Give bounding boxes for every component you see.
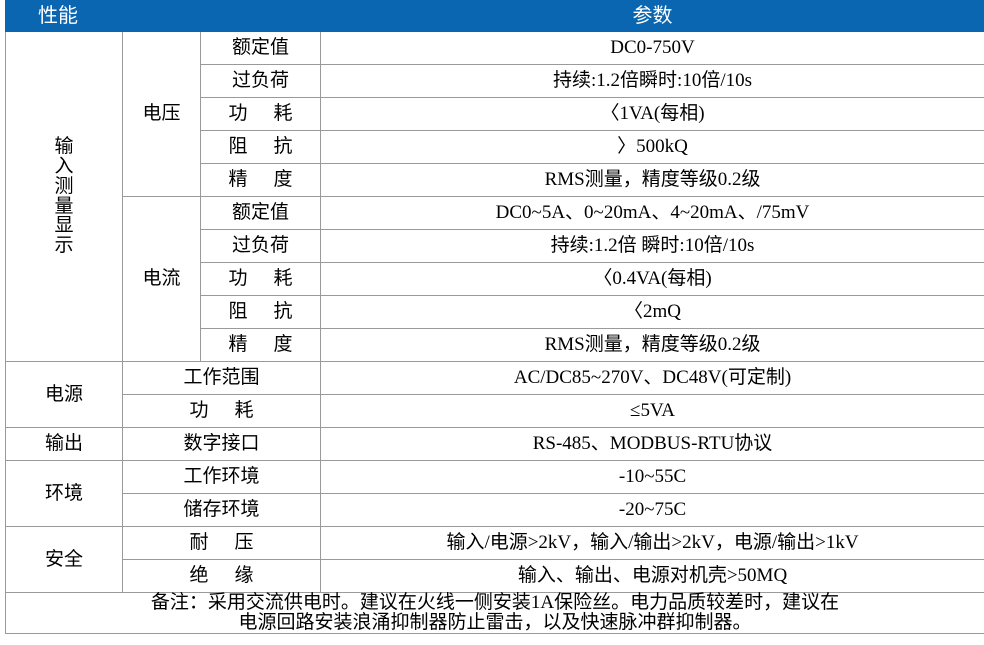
table-row: 储存环境 -20~75C bbox=[6, 493, 984, 527]
param-value-current-accuracy: RMS测量，精度等级0.2级 bbox=[320, 328, 984, 362]
param-value-storage-environment: -20~75C bbox=[320, 493, 984, 527]
param-value-power-consumption: ≤5VA bbox=[320, 394, 984, 428]
param-name-voltage-accuracy: 精度 bbox=[199, 163, 322, 197]
param-name-voltage-consumption: 功耗 bbox=[199, 97, 322, 131]
param-name-current-impedance: 阻抗 bbox=[199, 295, 322, 329]
table-row: 安全 耐压 输入/电源>2kV，输入/输出>2kV，电源/输出>1kV bbox=[5, 526, 984, 593]
param-name-voltage-overload: 过负荷 bbox=[199, 64, 322, 98]
group-char: 显 bbox=[54, 215, 74, 237]
table-row: 功耗 ≤5VA bbox=[6, 394, 984, 428]
table-row: 环境 工作环境 -10~55C bbox=[5, 460, 984, 527]
param-value-voltage-rated: DC0-750V bbox=[320, 31, 984, 65]
table-row: 过负荷 持续:1.2倍瞬时:10倍/10s bbox=[6, 64, 984, 98]
table-row: 电源 工作范围 AC/DC85~270V、DC48V(可定制) bbox=[5, 361, 984, 428]
table-row: 过负荷 持续:1.2倍 瞬时:10倍/10s bbox=[6, 229, 984, 263]
param-name-current-rated: 额定值 bbox=[199, 196, 322, 230]
header-performance: 性能 bbox=[4, 0, 322, 32]
group-char: 量 bbox=[54, 195, 74, 217]
param-value-current-consumption: 〈0.4VA(每相) bbox=[320, 262, 984, 296]
table-row: 阻抗 〉500kQ bbox=[6, 130, 984, 164]
group-label-input-measure-display: 输 入 测 量 显 示 bbox=[5, 31, 123, 362]
param-value-insulation: 输入、输出、电源对机壳>50MQ bbox=[320, 559, 984, 593]
table-row: 绝缘 输入、输出、电源对机壳>50MQ bbox=[6, 559, 984, 593]
group-label-safety: 安全 bbox=[5, 526, 123, 593]
header-parameter: 参数 bbox=[320, 0, 984, 32]
table-row: 精度 RMS测量，精度等级0.2级 bbox=[6, 163, 984, 197]
subgroup-label-current: 电流 bbox=[122, 196, 201, 362]
footnote: 备注：采用交流供电时。建议在火线一侧安装1A保险丝。电力品质较差时，建议在 电源… bbox=[4, 592, 984, 634]
table-row-note: 备注：采用交流供电时。建议在火线一侧安装1A保险丝。电力品质较差时，建议在 电源… bbox=[4, 592, 984, 634]
param-name-insulation: 绝缘 bbox=[121, 559, 322, 593]
group-label-environment: 环境 bbox=[5, 460, 123, 527]
param-value-operating-environment: -10~55C bbox=[320, 460, 984, 494]
table-row: 阻抗 〈2mQ bbox=[6, 295, 984, 329]
param-value-voltage-consumption: 〈1VA(每相) bbox=[320, 97, 984, 131]
footnote-line-1: 备注：采用交流供电时。建议在火线一侧安装1A保险丝。电力品质较差时，建议在 bbox=[150, 592, 840, 613]
param-value-withstand-voltage: 输入/电源>2kV，输入/输出>2kV，电源/输出>1kV bbox=[320, 526, 984, 560]
param-name-storage-environment: 储存环境 bbox=[121, 493, 322, 527]
group-char: 入 bbox=[54, 155, 74, 177]
footnote-line-2: 电源回路安装浪涌抑制器防止雷击，以及快速脉冲群抑制器。 bbox=[238, 611, 752, 633]
param-name-digital-interface: 数字接口 bbox=[121, 427, 322, 461]
param-value-power-range: AC/DC85~270V、DC48V(可定制) bbox=[320, 361, 984, 395]
table-row: 功耗 〈1VA(每相) bbox=[6, 97, 984, 131]
param-value-current-overload: 持续:1.2倍 瞬时:10倍/10s bbox=[320, 229, 984, 263]
subgroup-label-voltage: 电压 bbox=[122, 31, 201, 197]
param-name-operating-environment: 工作环境 bbox=[121, 460, 322, 494]
group-label-output: 输出 bbox=[5, 427, 123, 461]
param-name-voltage-impedance: 阻抗 bbox=[199, 130, 322, 164]
param-value-current-impedance: 〈2mQ bbox=[320, 295, 984, 329]
group-char: 输 bbox=[54, 135, 74, 157]
table-row: 输出 数字接口 RS-485、MODBUS-RTU协议 bbox=[5, 427, 984, 461]
table-row: 电流 额定值 DC0~5A、0~20mA、4~20mA、/75mV bbox=[6, 196, 984, 362]
param-value-voltage-impedance: 〉500kQ bbox=[320, 130, 984, 164]
param-name-current-consumption: 功耗 bbox=[199, 262, 322, 296]
param-name-power-range: 工作范围 bbox=[121, 361, 322, 395]
table-row: 精度 RMS测量，精度等级0.2级 bbox=[6, 328, 984, 362]
group-label-power-supply: 电源 bbox=[5, 361, 123, 428]
param-value-digital-interface: RS-485、MODBUS-RTU协议 bbox=[320, 427, 984, 461]
param-value-voltage-overload: 持续:1.2倍瞬时:10倍/10s bbox=[320, 64, 984, 98]
param-value-current-rated: DC0~5A、0~20mA、4~20mA、/75mV bbox=[320, 196, 984, 230]
param-value-voltage-accuracy: RMS测量，精度等级0.2级 bbox=[320, 163, 984, 197]
param-name-voltage-rated: 额定值 bbox=[199, 31, 322, 65]
param-name-withstand-voltage: 耐压 bbox=[121, 526, 322, 560]
group-char: 测 bbox=[54, 175, 74, 197]
group-char: 示 bbox=[54, 235, 74, 257]
table-header-row: 性能 参数 bbox=[4, 0, 984, 32]
specification-table: 性能 参数 输 入 测 量 显 示 电压 额定值 DC0-750V 过负荷 持续… bbox=[4, 0, 984, 634]
param-name-current-overload: 过负荷 bbox=[199, 229, 322, 263]
param-name-current-accuracy: 精度 bbox=[199, 328, 322, 362]
table-row: 输 入 测 量 显 示 电压 额定值 DC0-750V bbox=[5, 31, 984, 362]
param-name-power-consumption: 功耗 bbox=[121, 394, 322, 428]
